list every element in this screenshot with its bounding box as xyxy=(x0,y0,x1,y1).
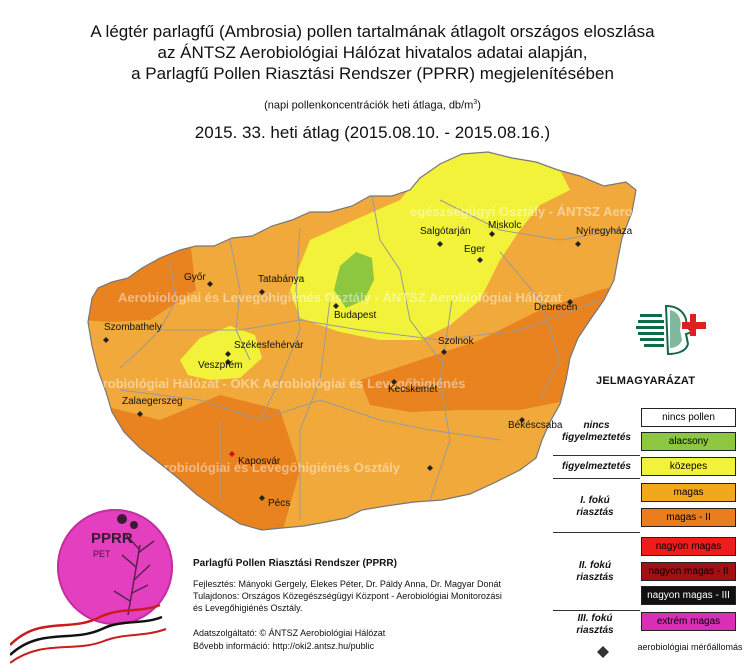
legend-group-third-alarm: III. fokú riasztás xyxy=(576,613,614,636)
city-marker xyxy=(207,281,213,287)
info-data-source: Adatszolgáltató: © ÁNTSZ Aerobiológiai H… xyxy=(193,628,386,638)
city-label: Budapest xyxy=(334,310,376,321)
country-border xyxy=(87,151,637,531)
city-marker xyxy=(333,303,339,309)
info-owner-line1: Tulajdonos: Országos Közegészségügyi Köz… xyxy=(193,591,502,601)
city-marker xyxy=(427,465,433,471)
watermark-4: l - OKK Aerobiológiai és Levegőhigiénés … xyxy=(100,460,401,475)
city-label: Székesfehérvár xyxy=(234,340,304,351)
week-label: 2015. 33. heti átlag (2015.08.10. - 2015… xyxy=(194,123,551,142)
legend-divider xyxy=(553,455,640,456)
watermark-layer: egészségügyi Osztály - ÁNTSZ Aerobiológi… xyxy=(86,204,686,475)
legend-title: JELMAGYARÁZAT xyxy=(596,375,696,387)
legend-swatch-nagyon-magas: nagyon magas xyxy=(641,537,736,556)
city-marker xyxy=(567,299,573,305)
city-label: Debrecen xyxy=(534,302,577,313)
city-marker xyxy=(391,379,397,385)
info-title: Parlagfű Pollen Riasztási Rendszer (PPRR… xyxy=(193,558,397,569)
title-line-3: a Parlagfű Pollen Riasztási Rendszer (PP… xyxy=(131,64,614,83)
city-label: Salgótarján xyxy=(420,226,471,237)
watermark-3: Aerobiológiai Hálózat - OKK Aerobiológia… xyxy=(86,376,465,391)
city-marker xyxy=(259,495,265,501)
legend-swatch-kzepes: közepes xyxy=(641,457,736,476)
city-marker xyxy=(103,337,109,343)
city-marker xyxy=(437,241,443,247)
legend-group-no-warning: nincs figyelmeztetés xyxy=(562,420,631,443)
zone-alacsony-budapest xyxy=(334,252,374,308)
city-label: Pécs xyxy=(268,498,290,509)
pprr-logo-text: PPRR xyxy=(91,530,133,547)
station-marker-icon xyxy=(597,646,609,658)
city-label: Szombathely xyxy=(104,322,162,333)
legend-swatch-magas---II: magas - II xyxy=(641,508,736,527)
antsz-logo-icon xyxy=(636,304,706,356)
legend-divider xyxy=(553,478,640,479)
zone-magas-ii-southwest xyxy=(88,395,300,530)
city-marker xyxy=(225,351,231,357)
city-label: Kaposvár xyxy=(238,456,281,467)
legend-swatch-nincs-pollen: nincs pollen xyxy=(641,408,736,427)
city-label: Miskolc xyxy=(488,220,521,231)
legend-swatch-magas: magas xyxy=(641,483,736,502)
city-label: Békéscsaba xyxy=(508,420,563,431)
city-markers: Salgótarján Miskolc Eger Nyíregyháza Győr Tat… xyxy=(103,220,633,509)
pprr-logo-subtext: PET xyxy=(93,549,111,559)
info-more-link[interactable]: Bővebb információ: http://oki2.antsz.hu/… xyxy=(193,641,375,651)
info-developers: Fejlesztés: Mányoki Gergely, Elekes Péte… xyxy=(193,579,501,589)
legend-group-first-alarm: I. fokú riasztás xyxy=(576,495,614,518)
title-line-2: az ÁNTSZ Aerobiológiai Hálózat hivatalos… xyxy=(157,43,588,62)
city-marker xyxy=(229,451,235,457)
legend-group-second-alarm: II. fokú riasztás xyxy=(576,560,614,583)
legend-swatch-nagyon-magas---III: nagyon magas - III xyxy=(641,586,736,605)
city-marker xyxy=(259,289,265,295)
legend-divider xyxy=(553,532,640,533)
city-label: Eger xyxy=(464,244,486,255)
zone-kozepes-balaton xyxy=(180,326,262,380)
city-marker xyxy=(575,241,581,247)
subtitle: (napi pollenkoncentrációk heti átlaga, d… xyxy=(264,99,481,112)
city-marker xyxy=(225,359,231,365)
watermark-2: Aerobiológiai és Levegőhigiénés Osztály … xyxy=(118,290,562,305)
info-owner-line2: és Levegőhigiénés Osztály. xyxy=(193,603,303,613)
city-marker xyxy=(137,411,143,417)
city-marker xyxy=(519,417,525,423)
legend-swatch-alacsony: alacsony xyxy=(641,432,736,451)
title-line-1: A légtér parlagfű (Ambrosia) pollen tart… xyxy=(90,22,655,41)
city-label: Tatabánya xyxy=(258,274,305,285)
station-legend-label: aerobiológiai mérőállomás xyxy=(637,642,743,652)
legend-divider xyxy=(553,610,640,611)
county-borders xyxy=(119,195,621,520)
legend-swatch-extrm-magas: extrém magas xyxy=(641,612,736,631)
city-marker xyxy=(477,257,483,263)
city-marker xyxy=(441,349,447,355)
city-label: Nyíregyháza xyxy=(576,226,633,237)
city-label: Zalaegerszeg xyxy=(122,396,183,407)
city-marker xyxy=(489,231,495,237)
city-label: Veszprém xyxy=(198,360,242,371)
pprr-logo-icon xyxy=(10,509,173,664)
city-label: Kecskemét xyxy=(388,384,438,395)
legend-group-warning: figyelmeztetés xyxy=(562,461,631,472)
city-label: Szolnok xyxy=(438,336,475,347)
legend-swatch-nagyon-magas---II: nagyon magas - II xyxy=(641,562,736,581)
watermark-1: egészségügyi Osztály - ÁNTSZ Aerobiológi… xyxy=(410,204,686,219)
city-label: Győr xyxy=(184,272,206,283)
